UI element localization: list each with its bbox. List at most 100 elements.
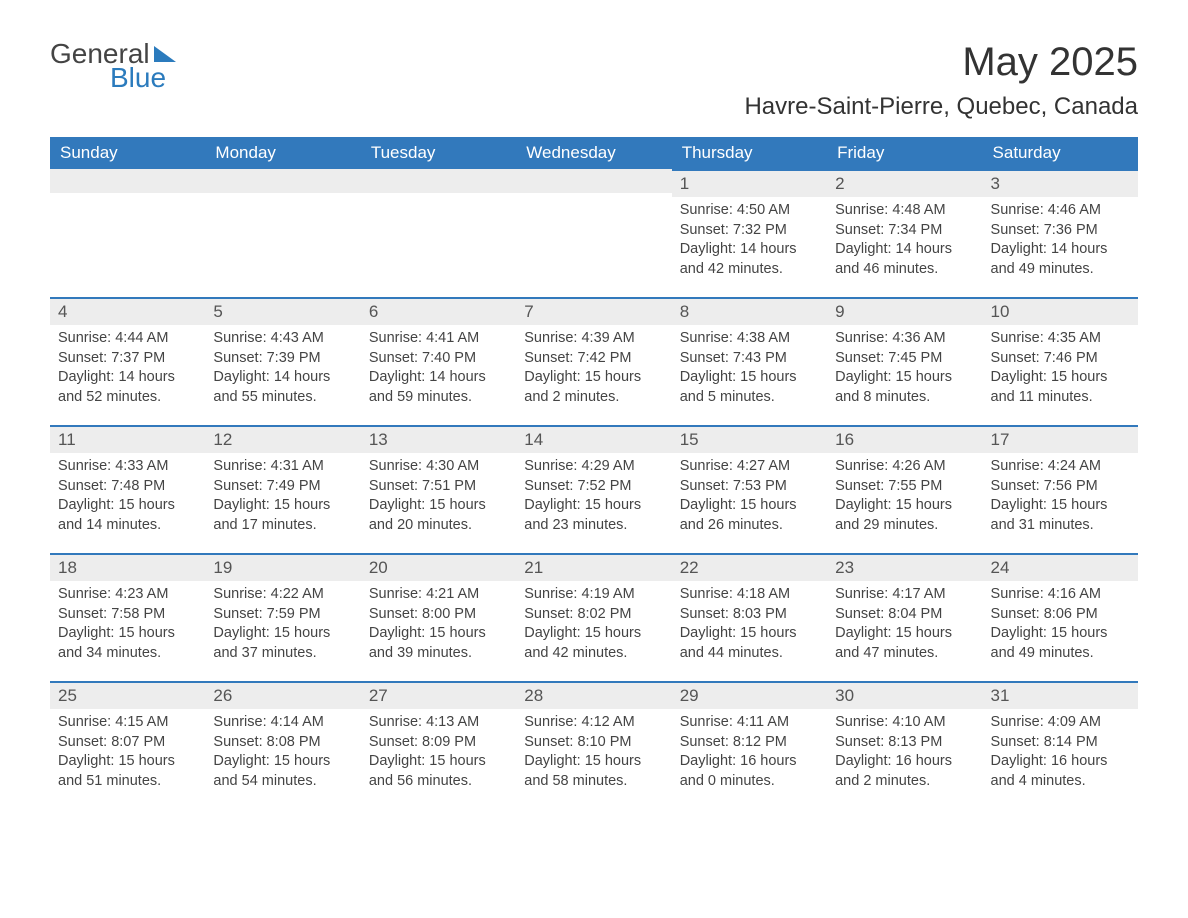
daylight-text: Daylight: 16 hours and 0 minutes. — [680, 752, 819, 791]
week-row: 18Sunrise: 4:23 AMSunset: 7:58 PMDayligh… — [50, 553, 1138, 681]
sunset-text: Sunset: 7:37 PM — [58, 349, 197, 369]
day-cell: 1Sunrise: 4:50 AMSunset: 7:32 PMDaylight… — [672, 169, 827, 297]
sunrise-text: Sunrise: 4:38 AM — [680, 329, 819, 349]
daylight-text: Daylight: 16 hours and 2 minutes. — [835, 752, 974, 791]
day-number: 18 — [50, 553, 205, 581]
sunrise-text: Sunrise: 4:24 AM — [991, 457, 1130, 477]
day-number: 12 — [205, 425, 360, 453]
day-details: Sunrise: 4:11 AMSunset: 8:12 PMDaylight:… — [672, 709, 827, 799]
day-details: Sunrise: 4:46 AMSunset: 7:36 PMDaylight:… — [983, 197, 1138, 287]
day-cell — [516, 169, 671, 297]
sunset-text: Sunset: 7:45 PM — [835, 349, 974, 369]
sunset-text: Sunset: 7:53 PM — [680, 477, 819, 497]
day-cell: 9Sunrise: 4:36 AMSunset: 7:45 PMDaylight… — [827, 297, 982, 425]
day-cell: 5Sunrise: 4:43 AMSunset: 7:39 PMDaylight… — [205, 297, 360, 425]
sunset-text: Sunset: 7:42 PM — [524, 349, 663, 369]
sunset-text: Sunset: 7:56 PM — [991, 477, 1130, 497]
sunrise-text: Sunrise: 4:50 AM — [680, 201, 819, 221]
sunrise-text: Sunrise: 4:33 AM — [58, 457, 197, 477]
day-details: Sunrise: 4:29 AMSunset: 7:52 PMDaylight:… — [516, 453, 671, 543]
day-cell: 14Sunrise: 4:29 AMSunset: 7:52 PMDayligh… — [516, 425, 671, 553]
daylight-text: Daylight: 15 hours and 5 minutes. — [680, 368, 819, 407]
daylight-text: Daylight: 15 hours and 14 minutes. — [58, 496, 197, 535]
daylight-text: Daylight: 15 hours and 11 minutes. — [991, 368, 1130, 407]
sunset-text: Sunset: 8:03 PM — [680, 605, 819, 625]
day-cell: 29Sunrise: 4:11 AMSunset: 8:12 PMDayligh… — [672, 681, 827, 809]
day-cell: 27Sunrise: 4:13 AMSunset: 8:09 PMDayligh… — [361, 681, 516, 809]
week-row: 4Sunrise: 4:44 AMSunset: 7:37 PMDaylight… — [50, 297, 1138, 425]
day-cell — [50, 169, 205, 297]
sunrise-text: Sunrise: 4:29 AM — [524, 457, 663, 477]
daylight-text: Daylight: 14 hours and 59 minutes. — [369, 368, 508, 407]
day-cell: 13Sunrise: 4:30 AMSunset: 7:51 PMDayligh… — [361, 425, 516, 553]
location-subtitle: Havre-Saint-Pierre, Quebec, Canada — [744, 93, 1138, 121]
day-number: 24 — [983, 553, 1138, 581]
sunrise-text: Sunrise: 4:26 AM — [835, 457, 974, 477]
sunrise-text: Sunrise: 4:15 AM — [58, 713, 197, 733]
day-number: 14 — [516, 425, 671, 453]
logo-triangle-icon — [154, 46, 176, 62]
daylight-text: Daylight: 15 hours and 29 minutes. — [835, 496, 974, 535]
empty-day-bar — [50, 169, 205, 193]
sunrise-text: Sunrise: 4:11 AM — [680, 713, 819, 733]
sunset-text: Sunset: 7:52 PM — [524, 477, 663, 497]
sunset-text: Sunset: 7:32 PM — [680, 221, 819, 241]
daylight-text: Daylight: 15 hours and 31 minutes. — [991, 496, 1130, 535]
daylight-text: Daylight: 15 hours and 54 minutes. — [213, 752, 352, 791]
sunrise-text: Sunrise: 4:46 AM — [991, 201, 1130, 221]
day-details: Sunrise: 4:21 AMSunset: 8:00 PMDaylight:… — [361, 581, 516, 671]
day-details: Sunrise: 4:41 AMSunset: 7:40 PMDaylight:… — [361, 325, 516, 415]
day-number: 10 — [983, 297, 1138, 325]
calendar-table: Sunday Monday Tuesday Wednesday Thursday… — [50, 137, 1138, 809]
day-details: Sunrise: 4:33 AMSunset: 7:48 PMDaylight:… — [50, 453, 205, 543]
sunset-text: Sunset: 7:36 PM — [991, 221, 1130, 241]
sunrise-text: Sunrise: 4:13 AM — [369, 713, 508, 733]
sunrise-text: Sunrise: 4:21 AM — [369, 585, 508, 605]
day-cell: 4Sunrise: 4:44 AMSunset: 7:37 PMDaylight… — [50, 297, 205, 425]
day-cell: 2Sunrise: 4:48 AMSunset: 7:34 PMDaylight… — [827, 169, 982, 297]
sunset-text: Sunset: 7:59 PM — [213, 605, 352, 625]
logo-text-blue: Blue — [110, 64, 176, 92]
sunset-text: Sunset: 7:43 PM — [680, 349, 819, 369]
sunrise-text: Sunrise: 4:27 AM — [680, 457, 819, 477]
day-details: Sunrise: 4:19 AMSunset: 8:02 PMDaylight:… — [516, 581, 671, 671]
sunset-text: Sunset: 7:34 PM — [835, 221, 974, 241]
sunrise-text: Sunrise: 4:23 AM — [58, 585, 197, 605]
col-wednesday: Wednesday — [516, 137, 671, 169]
daylight-text: Daylight: 15 hours and 2 minutes. — [524, 368, 663, 407]
daylight-text: Daylight: 15 hours and 34 minutes. — [58, 624, 197, 663]
sunset-text: Sunset: 8:06 PM — [991, 605, 1130, 625]
day-details: Sunrise: 4:22 AMSunset: 7:59 PMDaylight:… — [205, 581, 360, 671]
day-number: 4 — [50, 297, 205, 325]
day-number: 5 — [205, 297, 360, 325]
day-details: Sunrise: 4:17 AMSunset: 8:04 PMDaylight:… — [827, 581, 982, 671]
day-number: 8 — [672, 297, 827, 325]
day-cell: 7Sunrise: 4:39 AMSunset: 7:42 PMDaylight… — [516, 297, 671, 425]
daylight-text: Daylight: 15 hours and 39 minutes. — [369, 624, 508, 663]
day-details: Sunrise: 4:38 AMSunset: 7:43 PMDaylight:… — [672, 325, 827, 415]
daylight-text: Daylight: 15 hours and 51 minutes. — [58, 752, 197, 791]
day-cell: 21Sunrise: 4:19 AMSunset: 8:02 PMDayligh… — [516, 553, 671, 681]
day-number: 6 — [361, 297, 516, 325]
day-number: 15 — [672, 425, 827, 453]
logo: General Blue — [50, 40, 176, 92]
day-number: 20 — [361, 553, 516, 581]
week-row: 1Sunrise: 4:50 AMSunset: 7:32 PMDaylight… — [50, 169, 1138, 297]
sunrise-text: Sunrise: 4:35 AM — [991, 329, 1130, 349]
day-number: 27 — [361, 681, 516, 709]
sunset-text: Sunset: 8:09 PM — [369, 733, 508, 753]
col-thursday: Thursday — [672, 137, 827, 169]
day-details: Sunrise: 4:27 AMSunset: 7:53 PMDaylight:… — [672, 453, 827, 543]
day-details: Sunrise: 4:14 AMSunset: 8:08 PMDaylight:… — [205, 709, 360, 799]
header: General Blue May 2025 Havre-Saint-Pierre… — [50, 40, 1138, 131]
daylight-text: Daylight: 15 hours and 17 minutes. — [213, 496, 352, 535]
sunrise-text: Sunrise: 4:10 AM — [835, 713, 974, 733]
daylight-text: Daylight: 15 hours and 44 minutes. — [680, 624, 819, 663]
day-details: Sunrise: 4:43 AMSunset: 7:39 PMDaylight:… — [205, 325, 360, 415]
day-cell: 19Sunrise: 4:22 AMSunset: 7:59 PMDayligh… — [205, 553, 360, 681]
day-details: Sunrise: 4:09 AMSunset: 8:14 PMDaylight:… — [983, 709, 1138, 799]
sunrise-text: Sunrise: 4:30 AM — [369, 457, 508, 477]
day-details: Sunrise: 4:35 AMSunset: 7:46 PMDaylight:… — [983, 325, 1138, 415]
sunset-text: Sunset: 7:40 PM — [369, 349, 508, 369]
day-cell: 25Sunrise: 4:15 AMSunset: 8:07 PMDayligh… — [50, 681, 205, 809]
